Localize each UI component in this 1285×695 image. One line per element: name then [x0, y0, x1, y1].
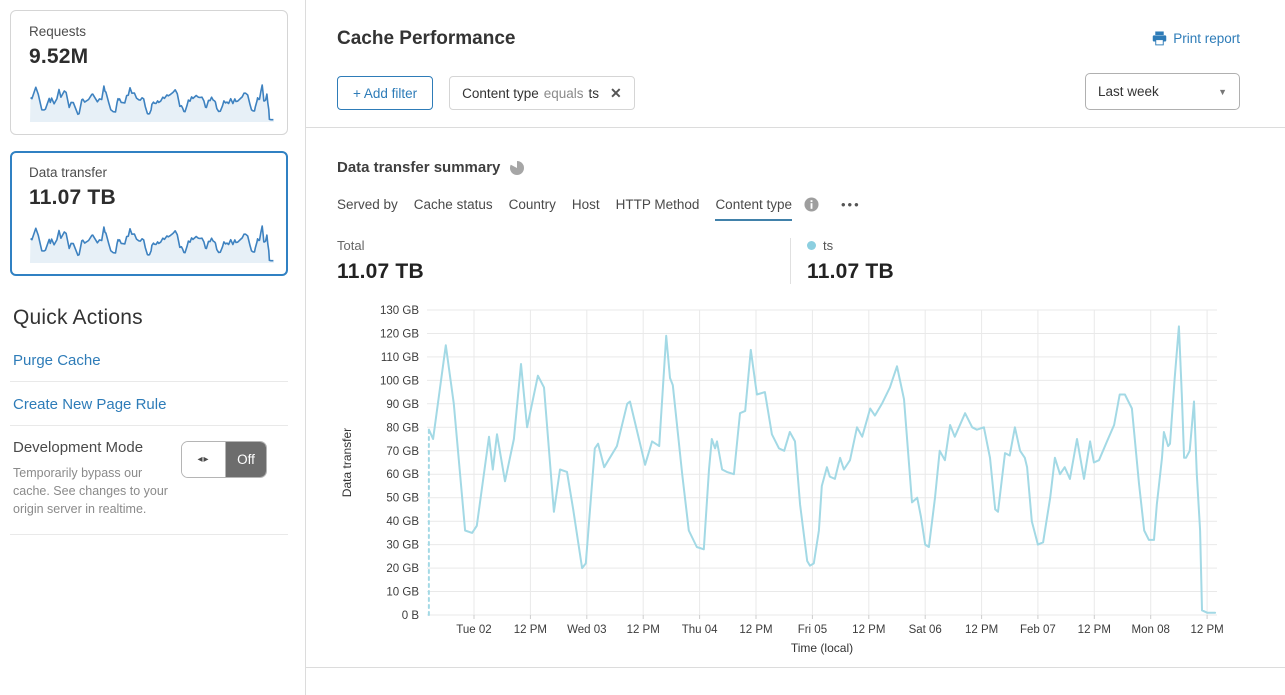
filter-chip-value: ts	[588, 85, 600, 101]
main-content: Cache Performance Print report + Add fil…	[306, 0, 1285, 695]
legend-head: ts	[807, 238, 894, 253]
tab-http-method[interactable]: HTTP Method	[615, 197, 700, 212]
purge-cache-link[interactable]: Purge Cache	[10, 338, 288, 382]
sparkline-chart	[30, 84, 274, 122]
total-block: Total 11.07 TB	[337, 238, 790, 284]
svg-text:20 GB: 20 GB	[386, 563, 419, 575]
tab-country[interactable]: Country	[508, 197, 556, 212]
svg-text:100 GB: 100 GB	[380, 375, 419, 387]
svg-text:50 GB: 50 GB	[386, 493, 419, 505]
info-icon[interactable]	[804, 197, 819, 212]
svg-text:12 PM: 12 PM	[739, 624, 772, 636]
data-transfer-summary-section: Data transfer summary Served by Cache sta…	[306, 159, 1285, 668]
svg-text:12 PM: 12 PM	[1190, 624, 1223, 636]
tab-cache-status[interactable]: Cache status	[413, 197, 493, 212]
tab-content-type[interactable]: Content type	[715, 197, 792, 221]
remove-filter-icon[interactable]: ✕	[610, 84, 622, 101]
filter-row: + Add filter Content type equals ts ✕	[337, 76, 635, 110]
svg-text:12 PM: 12 PM	[627, 624, 660, 636]
svg-text:Thu 04: Thu 04	[682, 624, 718, 636]
chevron-down-icon: ▼	[1218, 86, 1227, 97]
legend-series-value: 11.07 TB	[807, 260, 894, 283]
metric-card-label: Data transfer	[29, 165, 108, 180]
summary-title-row: Data transfer summary	[337, 159, 1240, 176]
svg-text:12 PM: 12 PM	[514, 624, 547, 636]
dimension-tabs: Served by Cache status Country Host HTTP Met…	[337, 197, 1240, 221]
development-mode-description: Temporarily bypass our cache. See change…	[13, 466, 168, 516]
legend-series-name: ts	[823, 238, 834, 253]
printer-icon	[1152, 31, 1167, 46]
svg-text:80 GB: 80 GB	[386, 422, 419, 434]
totals-row: Total 11.07 TB ts 11.07 TB	[337, 238, 1240, 284]
svg-text:12 PM: 12 PM	[852, 624, 885, 636]
development-mode-toggle[interactable]: ◂▸ Off	[181, 441, 267, 478]
svg-text:10 GB: 10 GB	[386, 587, 419, 599]
svg-text:110 GB: 110 GB	[381, 352, 419, 364]
svg-text:Wed 03: Wed 03	[567, 624, 606, 636]
metric-card-requests[interactable]: Requests 9.52M	[10, 10, 288, 135]
svg-text:60 GB: 60 GB	[386, 469, 419, 481]
metric-card-label: Requests	[29, 24, 87, 39]
svg-text:Sat 06: Sat 06	[909, 624, 942, 636]
quick-actions-title: Quick Actions	[13, 306, 143, 329]
svg-text:40 GB: 40 GB	[386, 516, 419, 528]
legend-block[interactable]: ts 11.07 TB	[790, 238, 894, 284]
time-range-select[interactable]: Last week ▼	[1085, 73, 1240, 110]
print-report-link[interactable]: Print report	[1152, 31, 1240, 46]
svg-text:90 GB: 90 GB	[386, 399, 419, 411]
tab-served-by[interactable]: Served by	[337, 197, 398, 212]
svg-text:120 GB: 120 GB	[380, 329, 419, 341]
svg-text:Mon 08: Mon 08	[1132, 624, 1170, 636]
svg-text:0 B: 0 B	[402, 610, 420, 622]
filter-chip-operator: equals	[543, 85, 584, 101]
filter-chip: Content type equals ts ✕	[449, 76, 635, 110]
main-header: Cache Performance Print report + Add fil…	[306, 0, 1285, 128]
development-mode-section: Development Mode Temporarily bypass our …	[10, 426, 288, 535]
tabs-list: Served by Cache status Country Host HTTP Met…	[337, 197, 792, 221]
metric-card-data-transfer[interactable]: Data transfer 11.07 TB	[10, 151, 288, 276]
metric-card-value: 9.52M	[29, 45, 89, 68]
tab-host[interactable]: Host	[571, 197, 600, 212]
svg-text:Tue 02: Tue 02	[456, 624, 491, 636]
toggle-state-label: Off	[226, 442, 266, 477]
svg-text:Data transfer: Data transfer	[340, 428, 354, 497]
sidebar: Requests 9.52M Data transfer 11.07 TB Quick…	[0, 0, 306, 695]
summary-title: Data transfer summary	[337, 159, 501, 176]
total-label: Total	[337, 238, 365, 253]
svg-text:30 GB: 30 GB	[386, 540, 419, 552]
time-range-value: Last week	[1098, 84, 1159, 99]
pie-chart-icon	[510, 159, 525, 175]
metric-cards: Requests 9.52M Data transfer 11.07 TB	[10, 10, 288, 276]
toggle-handle-icon[interactable]: ◂▸	[182, 442, 226, 477]
svg-text:Time (local): Time (local)	[791, 641, 853, 655]
add-filter-button[interactable]: + Add filter	[337, 76, 434, 110]
development-mode-label: Development Mode	[13, 439, 144, 456]
svg-text:130 GB: 130 GB	[380, 305, 419, 317]
svg-text:Feb 07: Feb 07	[1020, 624, 1056, 636]
total-value: 11.07 TB	[337, 260, 424, 283]
sparkline-chart	[30, 225, 274, 263]
more-tabs-button[interactable]: •••	[841, 197, 861, 212]
create-page-rule-link[interactable]: Create New Page Rule	[10, 382, 288, 426]
filter-chip-field: Content type	[462, 85, 539, 101]
svg-text:70 GB: 70 GB	[386, 446, 419, 458]
svg-text:Fri 05: Fri 05	[798, 624, 827, 636]
print-report-label: Print report	[1173, 31, 1240, 46]
metric-card-value: 11.07 TB	[29, 186, 116, 209]
development-mode-text: Development Mode Temporarily bypass our …	[13, 439, 171, 518]
page-title: Cache Performance	[337, 28, 516, 49]
legend-dot-icon	[807, 241, 816, 250]
data-transfer-chart: 0 B 10 GB 20 GB 30 GB 40 GB 50 GB 60 GB 70 GB 80…	[340, 305, 1224, 655]
svg-text:12 PM: 12 PM	[1078, 624, 1111, 636]
svg-text:12 PM: 12 PM	[965, 624, 998, 636]
chart-wrap: 0 B 10 GB 20 GB 30 GB 40 GB 50 GB 60 GB 70 GB 80…	[337, 300, 1240, 665]
